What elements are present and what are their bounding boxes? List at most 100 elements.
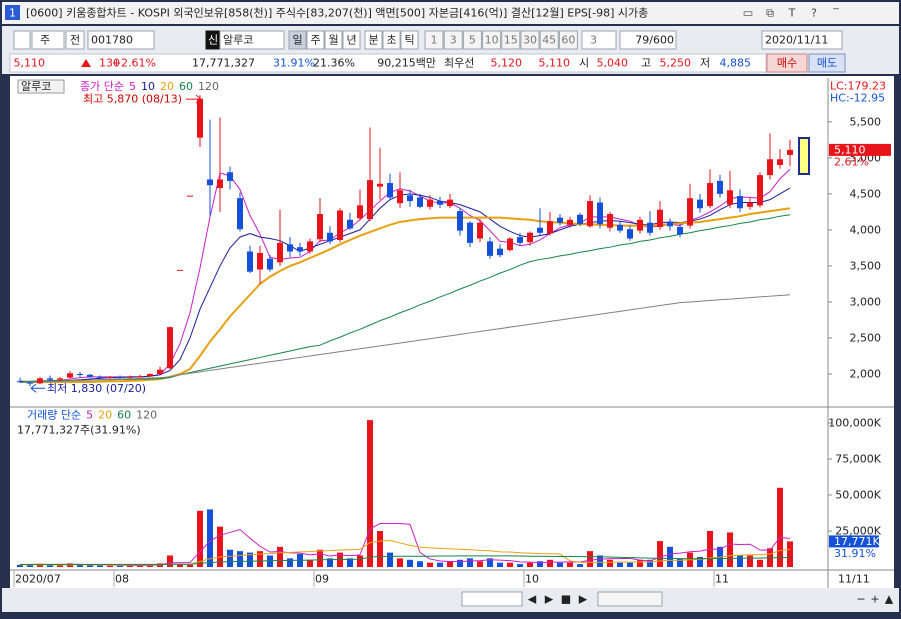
label[interactable]: 월 <box>328 34 338 47</box>
candle-body <box>737 196 743 209</box>
volume-bar <box>287 558 293 567</box>
label[interactable]: 30 <box>523 34 537 47</box>
legend-item: 120 <box>198 80 219 93</box>
volume-bar <box>647 559 653 567</box>
label[interactable]: 45 <box>542 34 556 47</box>
candle-body <box>307 241 313 252</box>
candle-body <box>87 374 93 377</box>
scroll-thumb[interactable] <box>461 591 523 607</box>
candle-body <box>527 232 533 243</box>
label[interactable]: 년 <box>346 34 356 47</box>
label[interactable]: 틱 <box>404 34 414 47</box>
candle-body <box>537 227 543 233</box>
playback-button[interactable]: ◀ <box>528 593 537 606</box>
candle-body <box>317 214 323 240</box>
window-button[interactable]: T <box>788 7 796 20</box>
y-tick-label: 2,500 <box>850 331 882 344</box>
candle-body <box>637 219 643 231</box>
volume-bar <box>497 562 503 567</box>
low-annotation: 최저 1,830 (07/20) <box>47 382 146 395</box>
candle-body <box>27 382 33 384</box>
candle-body <box>407 195 413 202</box>
period-button[interactable] <box>324 30 343 50</box>
legend-item: 10 <box>141 80 155 93</box>
interval-button[interactable] <box>520 30 540 50</box>
period-button[interactable] <box>382 30 401 50</box>
quote-bid: 5,110 <box>539 57 571 70</box>
interval-button[interactable] <box>558 30 578 50</box>
menu-button[interactable] <box>13 30 31 50</box>
window-button[interactable]: ? <box>811 7 817 20</box>
legend-item: 20 <box>160 80 174 93</box>
annotation-arrow <box>30 383 45 393</box>
date-input[interactable] <box>761 30 843 50</box>
zoom-slider[interactable] <box>597 591 663 607</box>
candle-body <box>657 209 663 228</box>
zoom-button[interactable]: + <box>870 593 879 606</box>
label[interactable]: 10 <box>485 34 499 47</box>
candle-body <box>487 241 493 256</box>
label[interactable]: 5 <box>469 34 476 47</box>
label[interactable]: 매도 <box>817 57 837 70</box>
volume-bar <box>667 546 673 567</box>
interval-button[interactable] <box>424 30 444 50</box>
count-input[interactable] <box>581 30 617 50</box>
volume-bar <box>547 559 553 567</box>
interval-button[interactable] <box>462 30 482 50</box>
label[interactable]: 일 <box>292 33 302 47</box>
label[interactable]: 초 <box>386 34 396 47</box>
range-input[interactable] <box>619 30 677 50</box>
window-title: [0600] 키움종합차트 - KOSPI 외국인보유[858(천)] 주식수[… <box>26 6 648 20</box>
scroll-bar[interactable] <box>2 588 899 612</box>
volume-bar <box>107 565 113 567</box>
volume-bar <box>527 562 533 567</box>
playback-button[interactable]: ▶ <box>545 593 554 606</box>
volume-bar <box>207 509 213 567</box>
volume-bar <box>367 420 373 567</box>
window-button[interactable]: ⧉ <box>766 7 774 20</box>
last-volume-ratio: 31.91% <box>834 547 876 560</box>
label[interactable]: 60 <box>561 34 575 47</box>
interval-button[interactable] <box>501 30 521 50</box>
quote-low-label: 저 <box>700 57 710 70</box>
period-button[interactable] <box>306 30 325 50</box>
volume-bar <box>87 565 93 567</box>
volume-bar <box>407 559 413 567</box>
sell-button[interactable] <box>808 53 846 73</box>
period-button[interactable] <box>364 30 383 50</box>
candle-body <box>627 229 633 239</box>
quote-high: 5,250 <box>660 57 692 70</box>
interval-button[interactable] <box>539 30 559 50</box>
zoom-button[interactable]: − <box>856 593 865 606</box>
last-price-tag <box>829 143 891 156</box>
code-input[interactable] <box>87 30 155 50</box>
interval-button[interactable] <box>443 30 463 50</box>
period-button[interactable] <box>288 30 307 50</box>
volume-bar <box>537 561 543 567</box>
volume-bar <box>117 565 123 567</box>
y-tick-label: 25,000K <box>835 524 881 537</box>
candle-body <box>707 183 713 207</box>
prev-button[interactable] <box>65 30 85 50</box>
volume-bar <box>27 564 33 567</box>
label[interactable]: 3 <box>450 34 457 47</box>
period-unit[interactable] <box>31 30 65 50</box>
label[interactable]: 매수 <box>777 57 797 70</box>
label[interactable]: 1 <box>431 34 438 47</box>
candle-body <box>617 224 623 231</box>
period-button[interactable] <box>342 30 361 50</box>
zoom-button[interactable]: ▲ <box>885 593 894 606</box>
label[interactable]: 15 <box>504 34 518 47</box>
window-button[interactable]: ‾ <box>832 7 839 20</box>
buy-button[interactable] <box>766 53 808 73</box>
volume-bar <box>187 564 193 567</box>
interval-button[interactable] <box>482 30 502 50</box>
window-button[interactable]: ▭ <box>743 7 753 20</box>
period-button[interactable] <box>400 30 419 50</box>
candle-body <box>567 219 573 225</box>
playback-button[interactable]: ▶ <box>579 593 588 606</box>
playback-button[interactable]: ■ <box>561 593 571 606</box>
quote-bar <box>9 53 767 73</box>
label[interactable]: 주 <box>310 34 320 47</box>
label[interactable]: 분 <box>368 34 378 47</box>
